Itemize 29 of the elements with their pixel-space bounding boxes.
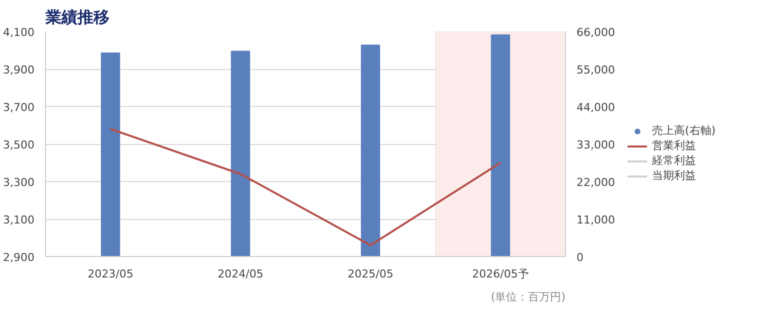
x-tick-label: 2025/05 (348, 268, 394, 280)
x-tick-label: 2023/05 (88, 268, 134, 280)
y-tick-label: 3,700 (3, 101, 35, 114)
y-tick-label: 3,300 (3, 176, 35, 189)
y-tick-label: 4,100 (3, 26, 35, 39)
bar (100, 52, 120, 256)
legend-label: 経常利益 (652, 153, 696, 168)
bar (490, 34, 510, 256)
y-tick-label: 2,900 (3, 251, 35, 264)
bar (230, 50, 250, 256)
y2-tick-label: 11,000 (576, 214, 615, 226)
y2-tick-label: 66,000 (576, 26, 615, 39)
legend-label: 営業利益 (652, 138, 696, 153)
legend-label: 売上高(右軸) (652, 123, 716, 138)
bar (360, 44, 380, 256)
y2-tick-label: 22,000 (576, 176, 615, 189)
y2-tick-label: 0 (576, 251, 584, 264)
y2-tick-label: 33,000 (576, 138, 615, 152)
y-tick-label: 3,900 (3, 64, 35, 76)
y2-tick-label: 55,000 (576, 64, 615, 76)
y-tick-label: 3,500 (3, 138, 35, 152)
legend-label: 当期利益 (652, 168, 696, 183)
line-series (110, 128, 502, 246)
x-tick-label: 2026/05予 (472, 268, 529, 280)
chart-title: 業績推移 (44, 8, 110, 26)
text: (単位：百万円) (490, 290, 566, 304)
x-tick-label: 2024/05 (218, 268, 264, 280)
y-tick-label: 3,100 (3, 214, 35, 226)
y2-tick-label: 44,000 (576, 101, 615, 114)
